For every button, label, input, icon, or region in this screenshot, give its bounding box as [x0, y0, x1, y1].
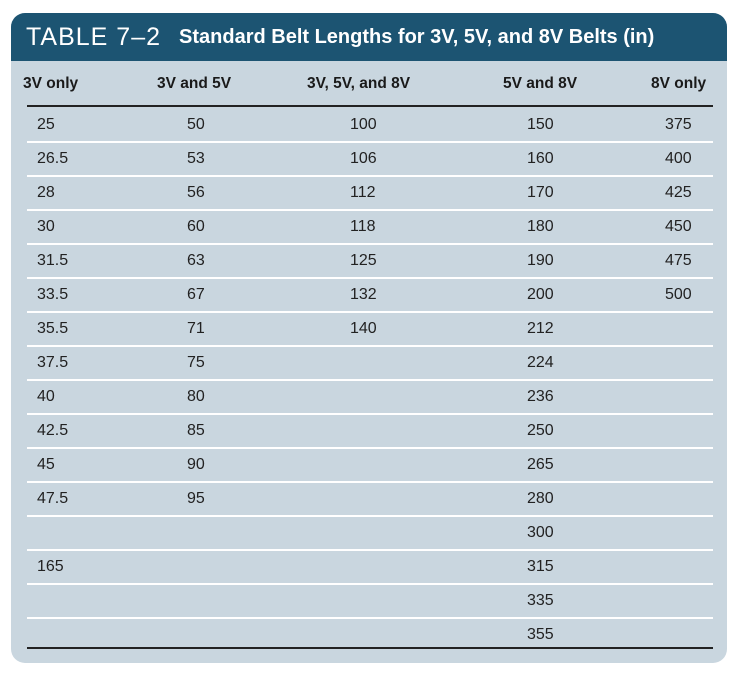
row-separator [27, 379, 713, 381]
table-cell: 50 [187, 116, 205, 133]
table-cell: 47.5 [37, 490, 69, 507]
table-row: 355 [11, 619, 727, 653]
row-separator [27, 447, 713, 449]
table-cell: 40 [37, 388, 55, 405]
table-cell: 500 [665, 286, 692, 303]
table-cell: 280 [527, 490, 554, 507]
row-separator [27, 515, 713, 517]
table-cell: 63 [187, 252, 205, 269]
header-3v-and-5v: 3V and 5V [157, 75, 232, 92]
row-separator [27, 481, 713, 483]
table-row: 40 80 236 [11, 381, 727, 415]
table-cell: 475 [665, 252, 692, 269]
table-cell: 375 [665, 116, 692, 133]
row-separator [27, 549, 713, 551]
table-cell: 28 [37, 184, 55, 201]
table-cell: 60 [187, 218, 205, 235]
table-cell: 132 [350, 286, 377, 303]
row-separator [27, 141, 713, 143]
table-cell: 31.5 [37, 252, 69, 269]
row-separator [27, 243, 713, 245]
table-cell: 450 [665, 218, 692, 235]
table-cell: 300 [527, 524, 554, 541]
table-cell: 315 [527, 558, 554, 575]
table-cell: 106 [350, 150, 377, 167]
table-cell: 25 [37, 116, 55, 133]
table-row: 26.5 53 106 160 400 [11, 143, 727, 177]
table-cell: 355 [527, 626, 554, 643]
row-separator [27, 583, 713, 585]
table-cell: 200 [527, 286, 554, 303]
table-cell: 170 [527, 184, 554, 201]
table-cell: 112 [350, 184, 376, 201]
table-cell: 224 [527, 354, 554, 371]
table-cell: 45 [37, 456, 55, 473]
table-header-row: 3V only 3V and 5V 3V, 5V, and 8V 5V and … [11, 61, 727, 107]
header-3v-only: 3V only [23, 75, 79, 92]
table-cell: 56 [187, 184, 205, 201]
table-cell: 118 [350, 218, 376, 235]
table-row: 335 [11, 585, 727, 619]
row-separator [27, 617, 713, 619]
table-cell: 67 [187, 286, 205, 303]
table-cell: 180 [527, 218, 554, 235]
table-cell: 335 [527, 592, 554, 609]
table-row: 300 [11, 517, 727, 551]
row-separator [27, 413, 713, 415]
table-cell: 160 [527, 150, 554, 167]
table-cell: 53 [187, 150, 205, 167]
table-row: 25 50 100 150 375 [11, 109, 727, 143]
table-cell: 71 [187, 320, 205, 337]
table-cell: 125 [350, 252, 377, 269]
table-row: 30 60 118 180 450 [11, 211, 727, 245]
row-separator [27, 209, 713, 211]
table-row: 35.5 71 140 212 [11, 313, 727, 347]
table-cell: 190 [527, 252, 554, 269]
table-row: 42.5 85 250 [11, 415, 727, 449]
header-5v-and-8v: 5V and 8V [503, 75, 578, 92]
header-8v-only: 8V only [651, 75, 707, 92]
table-number: TABLE 7–2 [26, 22, 162, 51]
table-cell: 42.5 [37, 422, 69, 439]
table-cell: 30 [37, 218, 55, 235]
table-panel: TABLE 7–2 Standard Belt Lengths for 3V, … [11, 13, 727, 663]
row-separator [27, 311, 713, 313]
table-cell: 75 [187, 354, 205, 371]
table-cell: 400 [665, 150, 692, 167]
table-cell: 165 [37, 558, 64, 575]
row-separator [27, 175, 713, 177]
table-cell: 250 [527, 422, 554, 439]
table-row: 47.5 95 280 [11, 483, 727, 517]
table-title-bar: TABLE 7–2 Standard Belt Lengths for 3V, … [11, 13, 727, 61]
table-cell: 236 [527, 388, 554, 405]
table-cell: 26.5 [37, 150, 69, 167]
table-cell: 85 [187, 422, 205, 439]
table-row: 31.5 63 125 190 475 [11, 245, 727, 279]
table-row: 37.5 75 224 [11, 347, 727, 381]
table-title: Standard Belt Lengths for 3V, 5V, and 8V… [179, 25, 655, 48]
bottom-rule [27, 647, 713, 649]
table-cell: 150 [527, 116, 554, 133]
header-rule [27, 105, 713, 107]
header-3v-5v-and-8v: 3V, 5V, and 8V [307, 75, 411, 92]
table-row: 165 315 [11, 551, 727, 585]
table-cell: 80 [187, 388, 205, 405]
table-cell: 35.5 [37, 320, 69, 337]
row-separator [27, 345, 713, 347]
table-cell: 33.5 [37, 286, 69, 303]
table-row: 45 90 265 [11, 449, 727, 483]
table-row: 28 56 112 170 425 [11, 177, 727, 211]
table-cell: 425 [665, 184, 692, 201]
table-row: 33.5 67 132 200 500 [11, 279, 727, 313]
row-separator [27, 277, 713, 279]
table-cell: 212 [527, 320, 554, 337]
table-cell: 100 [350, 116, 377, 133]
table-cell: 265 [527, 456, 554, 473]
table-cell: 140 [350, 320, 377, 337]
table-cell: 90 [187, 456, 205, 473]
table-cell: 95 [187, 490, 205, 507]
table-cell: 37.5 [37, 354, 69, 371]
